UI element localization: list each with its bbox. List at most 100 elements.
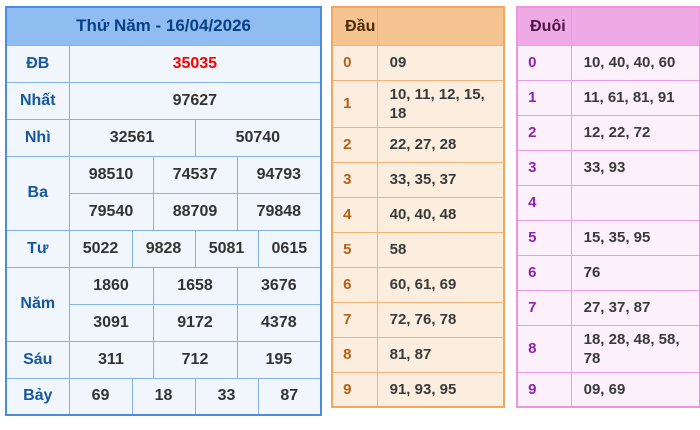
dau-digit: 0 — [331, 44, 378, 81]
prize-value: 3676 — [236, 266, 322, 305]
duoi-values: 11, 61, 81, 91 — [570, 79, 700, 116]
duoi-values: 09, 69 — [570, 371, 700, 408]
dau-table: Đầu 0 09 1 10, 11, 12, 15, 18 2 22, 27, 28 … — [331, 6, 506, 408]
prize-label: Tư — [5, 229, 70, 268]
lottery-results-panel: Thứ Năm - 16/04/2026 ĐB 35035 Nhất 97627… — [5, 6, 700, 416]
draw-date-row: Thứ Năm - 16/04/2026 — [5, 6, 322, 46]
duoi-digit: 1 — [516, 79, 572, 116]
draw-date-title: Thứ Năm - 16/04/2026 — [5, 6, 322, 46]
prize-label: ĐB — [5, 44, 70, 83]
prize-row-tu: Tư 5022 9828 5081 0615 — [5, 229, 322, 268]
duoi-values: 76 — [570, 254, 700, 291]
duoi-digit: 7 — [516, 289, 572, 326]
duoi-digit: 9 — [516, 371, 572, 408]
prize-label: Bảy — [5, 377, 70, 416]
dau-digit: 8 — [331, 336, 378, 373]
duoi-digit: 8 — [516, 324, 572, 373]
prize-value: 5022 — [68, 229, 133, 268]
duoi-row: 9 09, 69 — [516, 371, 700, 408]
prize-value: 0615 — [257, 229, 322, 268]
prize-value: 97627 — [68, 81, 322, 120]
prize-row-nhi: Nhì 32561 50740 — [5, 118, 322, 157]
dau-values: 81, 87 — [376, 336, 505, 373]
dau-values: 40, 40, 48 — [376, 196, 505, 233]
dau-values: 72, 76, 78 — [376, 301, 505, 338]
duoi-digit: 0 — [516, 44, 572, 81]
prize-value: 79848 — [236, 192, 322, 231]
prize-results-table: Thứ Năm - 16/04/2026 ĐB 35035 Nhất 97627… — [5, 6, 323, 416]
duoi-row: 4 — [516, 184, 700, 221]
prize-value: 9172 — [152, 303, 238, 342]
prize-value: 5081 — [194, 229, 259, 268]
duoi-digit: 5 — [516, 219, 572, 256]
duoi-row: 1 11, 61, 81, 91 — [516, 79, 700, 116]
duoi-digit: 6 — [516, 254, 572, 291]
duoi-values: 27, 37, 87 — [570, 289, 700, 326]
duoi-values: 33, 93 — [570, 149, 700, 186]
prize-row-nam-1: Năm 1860 1658 3676 — [5, 266, 322, 342]
duoi-table: Đuôi 0 10, 40, 40, 60 1 11, 61, 81, 91 2 12… — [516, 6, 700, 408]
prize-value: 88709 — [152, 192, 238, 231]
dau-values: 33, 35, 37 — [376, 161, 505, 198]
dau-digit: 3 — [331, 161, 378, 198]
prize-value: 311 — [68, 340, 154, 379]
duoi-row: 3 33, 93 — [516, 149, 700, 186]
prize-row-nam-2: 3091 9172 4378 — [6, 303, 322, 342]
prize-row-sau: Sáu 311 712 195 — [5, 340, 322, 379]
dau-row: 6 60, 61, 69 — [331, 266, 505, 303]
dau-values: 58 — [376, 231, 505, 268]
prize-value: 3091 — [68, 303, 154, 342]
duoi-digit: 4 — [516, 184, 572, 221]
dau-row: 5 58 — [331, 231, 505, 268]
duoi-row: 2 12, 22, 72 — [516, 114, 700, 151]
duoi-row: 0 10, 40, 40, 60 — [516, 44, 700, 81]
duoi-values: 15, 35, 95 — [570, 219, 700, 256]
dau-row: 2 22, 27, 28 — [331, 126, 505, 163]
prize-row-ba-1: Ba 98510 74537 94793 — [5, 155, 322, 231]
prize-row-db: ĐB 35035 — [5, 44, 322, 83]
prize-value: 1658 — [152, 266, 238, 305]
prize-label: Ba — [5, 155, 70, 231]
prize-value: 98510 — [68, 155, 154, 194]
dau-row: 1 10, 11, 12, 15, 18 — [331, 79, 505, 128]
prize-value: 79540 — [68, 192, 154, 231]
prize-row-bay: Bảy 69 18 33 87 — [5, 377, 322, 416]
prize-label: Nhì — [5, 118, 70, 157]
duoi-row: 5 15, 35, 95 — [516, 219, 700, 256]
special-prize-value: 35035 — [68, 44, 322, 83]
prize-value: 4378 — [236, 303, 322, 342]
duoi-row: 7 27, 37, 87 — [516, 289, 700, 326]
prize-value: 195 — [236, 340, 322, 379]
prize-value: 94793 — [236, 155, 322, 194]
dau-row: 0 09 — [331, 44, 505, 81]
prize-row-nhat: Nhất 97627 — [5, 81, 322, 120]
dau-digit: 2 — [331, 126, 378, 163]
prize-value: 18 — [131, 377, 196, 416]
prize-label: Năm — [5, 266, 70, 342]
duoi-values: 12, 22, 72 — [570, 114, 700, 151]
dau-row: 4 40, 40, 48 — [331, 196, 505, 233]
dau-header-row: Đầu — [331, 6, 505, 46]
duoi-title: Đuôi — [516, 6, 572, 46]
dau-values: 60, 61, 69 — [376, 266, 505, 303]
dau-values: 10, 11, 12, 15, 18 — [376, 79, 505, 128]
prize-label: Nhất — [5, 81, 70, 120]
prize-value: 33 — [194, 377, 259, 416]
prize-row-ba-2: 79540 88709 79848 — [6, 192, 322, 231]
dau-digit: 4 — [331, 196, 378, 233]
duoi-header-row: Đuôi — [516, 6, 700, 46]
dau-digit: 1 — [331, 79, 378, 128]
dau-digit: 7 — [331, 301, 378, 338]
prize-value: 69 — [68, 377, 133, 416]
dau-digit: 9 — [331, 371, 378, 408]
duoi-values: 10, 40, 40, 60 — [570, 44, 700, 81]
duoi-header-empty — [570, 6, 700, 46]
dau-row: 9 91, 93, 95 — [331, 371, 505, 408]
dau-values: 91, 93, 95 — [376, 371, 505, 408]
dau-row: 3 33, 35, 37 — [331, 161, 505, 198]
prize-value: 712 — [152, 340, 238, 379]
dau-values: 22, 27, 28 — [376, 126, 505, 163]
prize-value: 50740 — [194, 118, 322, 157]
duoi-row: 8 18, 28, 48, 58, 78 — [516, 324, 700, 373]
dau-header-empty — [376, 6, 505, 46]
